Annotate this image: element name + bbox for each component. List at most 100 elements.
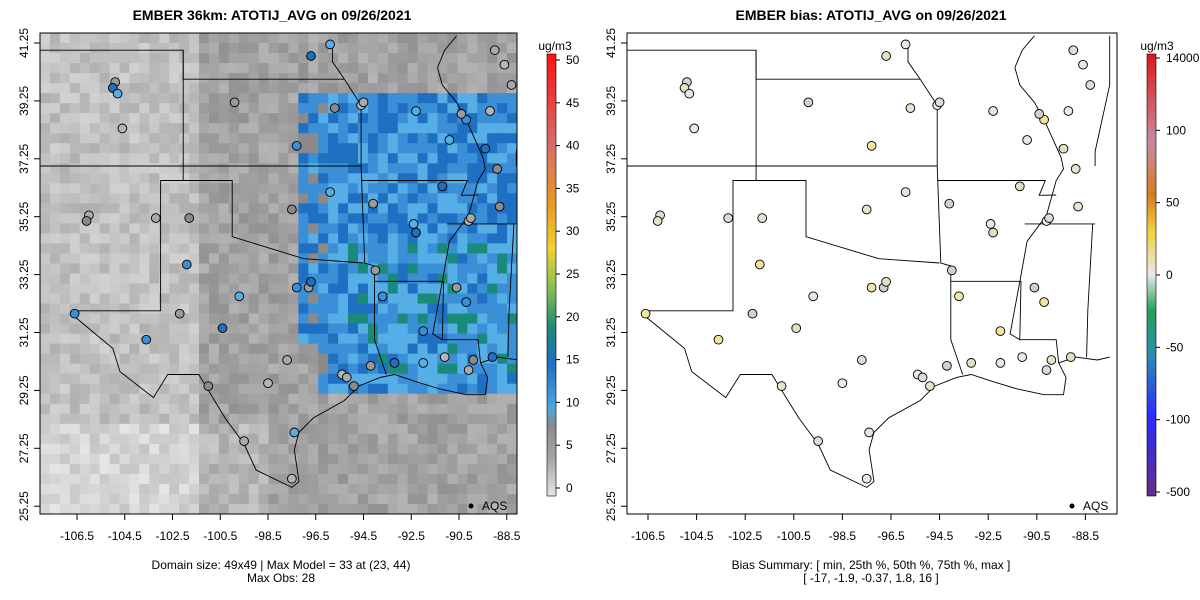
grid-cell	[507, 223, 517, 234]
grid-cell	[467, 263, 478, 274]
grid-cell	[497, 153, 508, 164]
grid-cell	[358, 283, 369, 294]
grid-cell	[268, 283, 279, 294]
grid-cell	[348, 223, 359, 234]
grid-cell	[149, 153, 160, 164]
grid-cell	[278, 323, 289, 335]
grid-cell	[189, 93, 200, 104]
grid-cell	[268, 323, 279, 335]
grid-cell	[139, 273, 150, 284]
grid-cell	[328, 483, 339, 495]
grid-cell	[129, 443, 140, 455]
aqs-station-marker	[174, 308, 185, 319]
grid-cell	[119, 253, 130, 264]
grid-cell	[407, 423, 419, 435]
grid-cell	[417, 53, 428, 64]
grid-cell	[387, 163, 399, 174]
grid-cell	[79, 153, 91, 164]
grid-cell	[59, 163, 71, 174]
aqs-station-marker	[468, 355, 479, 365]
grid-cell	[338, 193, 349, 204]
grid-cell	[129, 353, 140, 365]
colorbar1-unit: ug/m3	[538, 39, 572, 53]
aqs-station-marker	[418, 326, 429, 336]
colorbar-tick-label: 25	[566, 267, 580, 281]
grid-cell	[338, 473, 349, 485]
grid-cell	[338, 503, 349, 514]
grid-cell	[497, 483, 508, 495]
state-boundary-line	[507, 223, 515, 358]
grid-cell	[477, 483, 488, 495]
colorbar-tick-label: -100	[1166, 413, 1190, 427]
panel2-ytick-label: 37.25	[604, 143, 618, 173]
grid-cell	[59, 103, 71, 114]
grid-cell	[417, 383, 428, 395]
grid-cell	[159, 213, 170, 224]
grid-cell	[119, 203, 130, 214]
grid-cell	[308, 33, 319, 44]
grid-cell	[397, 433, 409, 445]
grid-cell	[477, 473, 488, 485]
grid-cell	[218, 443, 230, 455]
grid-cell	[119, 473, 130, 485]
grid-cell	[467, 483, 478, 495]
grid-cell	[407, 253, 419, 264]
grid-cell	[189, 63, 200, 74]
grid-cell	[367, 143, 379, 154]
grid-cell	[377, 253, 389, 264]
grid-cell	[248, 323, 260, 335]
grid-cell	[348, 403, 359, 415]
grid-cell	[407, 263, 419, 274]
aqs-station-marker	[988, 106, 998, 116]
grid-cell	[69, 403, 81, 415]
grid-cell	[109, 483, 120, 495]
grid-cell	[199, 463, 210, 475]
grid-cell	[387, 363, 399, 375]
grid-cell	[487, 483, 498, 495]
grid-cell	[447, 383, 458, 395]
grid-cell	[89, 283, 101, 294]
grid-cell	[477, 323, 488, 335]
grid-cell	[149, 413, 160, 425]
grid-cell	[199, 193, 210, 204]
grid-cell	[129, 473, 140, 485]
grid-cell	[288, 123, 299, 134]
grid-cell	[199, 363, 210, 375]
panel2-ytick-label: 25.25	[604, 491, 618, 521]
grid-cell	[308, 63, 319, 74]
aqs-station-marker	[866, 282, 877, 293]
grid-cell	[69, 323, 81, 335]
grid-cell	[407, 213, 419, 224]
grid-cell	[308, 393, 319, 405]
grid-cell	[208, 443, 220, 455]
colorbar-tick-label: 100	[1166, 123, 1186, 137]
aqs-station-marker	[377, 291, 388, 302]
grid-cell	[248, 133, 260, 144]
grid-cell	[69, 303, 81, 314]
grid-cell	[437, 93, 448, 104]
grid-cell	[149, 173, 160, 184]
grid-cell	[387, 403, 399, 415]
grid-cell	[89, 453, 101, 465]
grid-cell	[199, 483, 210, 495]
grid-cell	[417, 193, 428, 204]
grid-cell	[358, 433, 369, 445]
grid-cell	[268, 373, 279, 385]
grid-cell	[59, 403, 71, 415]
grid-cell	[487, 223, 498, 234]
grid-cell	[89, 183, 101, 194]
grid-cell	[238, 413, 250, 425]
grid-cell	[318, 453, 329, 465]
aqs-station-marker	[506, 80, 517, 90]
grid-cell	[437, 163, 448, 174]
panel1-legend-label: AQS	[482, 499, 507, 513]
grid-cell	[258, 343, 269, 355]
grid-cell	[308, 343, 319, 355]
grid-cell	[228, 233, 240, 244]
grid-cell	[477, 293, 488, 304]
grid-cell	[397, 453, 409, 465]
grid-cell	[507, 203, 517, 214]
grid-cell	[258, 483, 269, 495]
grid-cell	[298, 223, 309, 234]
grid-cell	[268, 343, 279, 355]
